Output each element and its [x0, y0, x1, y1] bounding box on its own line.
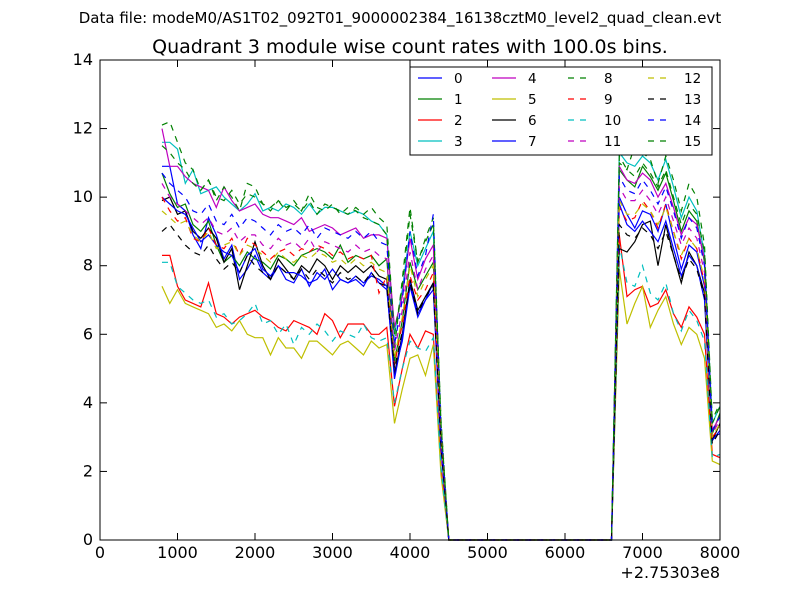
- x-tick-label: 8000: [700, 543, 741, 562]
- y-tick-label: 10: [73, 187, 93, 206]
- x-tick-label: 6000: [545, 543, 586, 562]
- series-line-4: [161, 128, 721, 541]
- y-tick-label: 4: [83, 393, 93, 412]
- series-line-3: [162, 141, 721, 541]
- legend-label-13: 13: [684, 92, 701, 108]
- figure-suptitle: Data file: modeM0/AS1T02_092T01_90000023…: [79, 9, 722, 28]
- legend-label-6: 6: [528, 113, 537, 129]
- legend-label-14: 14: [684, 113, 701, 129]
- legend-label-12: 12: [684, 71, 701, 87]
- series-line-5: [161, 269, 721, 541]
- x-tick-label: 2000: [235, 543, 276, 562]
- y-tick-label: 14: [73, 50, 93, 69]
- series-line-8: [161, 120, 721, 541]
- series-line-13: [161, 222, 721, 541]
- legend-label-5: 5: [528, 92, 537, 108]
- x-tick-label: 0: [95, 543, 105, 562]
- x-tick-label: 1000: [157, 543, 198, 562]
- x-tick-label: 7000: [622, 543, 663, 562]
- y-tick-label: 0: [83, 530, 93, 549]
- series-line-6: [161, 196, 721, 541]
- chart-title: Quadrant 3 module wise count rates with …: [152, 36, 668, 58]
- series-line-1: [161, 165, 721, 541]
- legend-label-3: 3: [454, 134, 463, 150]
- legend-label-0: 0: [454, 71, 463, 87]
- series-line-11: [161, 183, 721, 541]
- x-axis: 0 1000 2000 3000 4000 5000 6000 7000 8000: [95, 60, 740, 562]
- legend-label-9: 9: [604, 92, 613, 108]
- series-line-9: [161, 196, 721, 541]
- legend-label-8: 8: [604, 71, 613, 87]
- legend-label-2: 2: [454, 113, 463, 129]
- x-tick-label: 4000: [390, 543, 431, 562]
- legend-label-4: 4: [528, 71, 537, 87]
- legend-label-10: 10: [604, 113, 621, 129]
- legend-label-7: 7: [528, 134, 537, 150]
- y-tick-label: 2: [83, 461, 93, 480]
- x-tick-label: 3000: [312, 543, 353, 562]
- plot-lines: [161, 120, 721, 541]
- legend-frame: [409, 66, 713, 156]
- series-line-14: [161, 172, 721, 541]
- y-tick-label: 8: [83, 256, 93, 275]
- series-line-15: [161, 145, 721, 541]
- series-line-0: [162, 165, 721, 541]
- y-tick-label: 12: [73, 119, 93, 138]
- series-line-2: [162, 234, 721, 541]
- y-tick-label: 6: [83, 324, 93, 343]
- series-line-12: [161, 198, 721, 541]
- series-line-7: [161, 196, 721, 541]
- x-axis-offset-label: +2.75303e8: [620, 563, 720, 582]
- x-tick-label: 5000: [467, 543, 508, 562]
- legend-label-11: 11: [604, 134, 621, 150]
- legend-label-15: 15: [684, 134, 701, 150]
- legend-label-1: 1: [454, 92, 463, 108]
